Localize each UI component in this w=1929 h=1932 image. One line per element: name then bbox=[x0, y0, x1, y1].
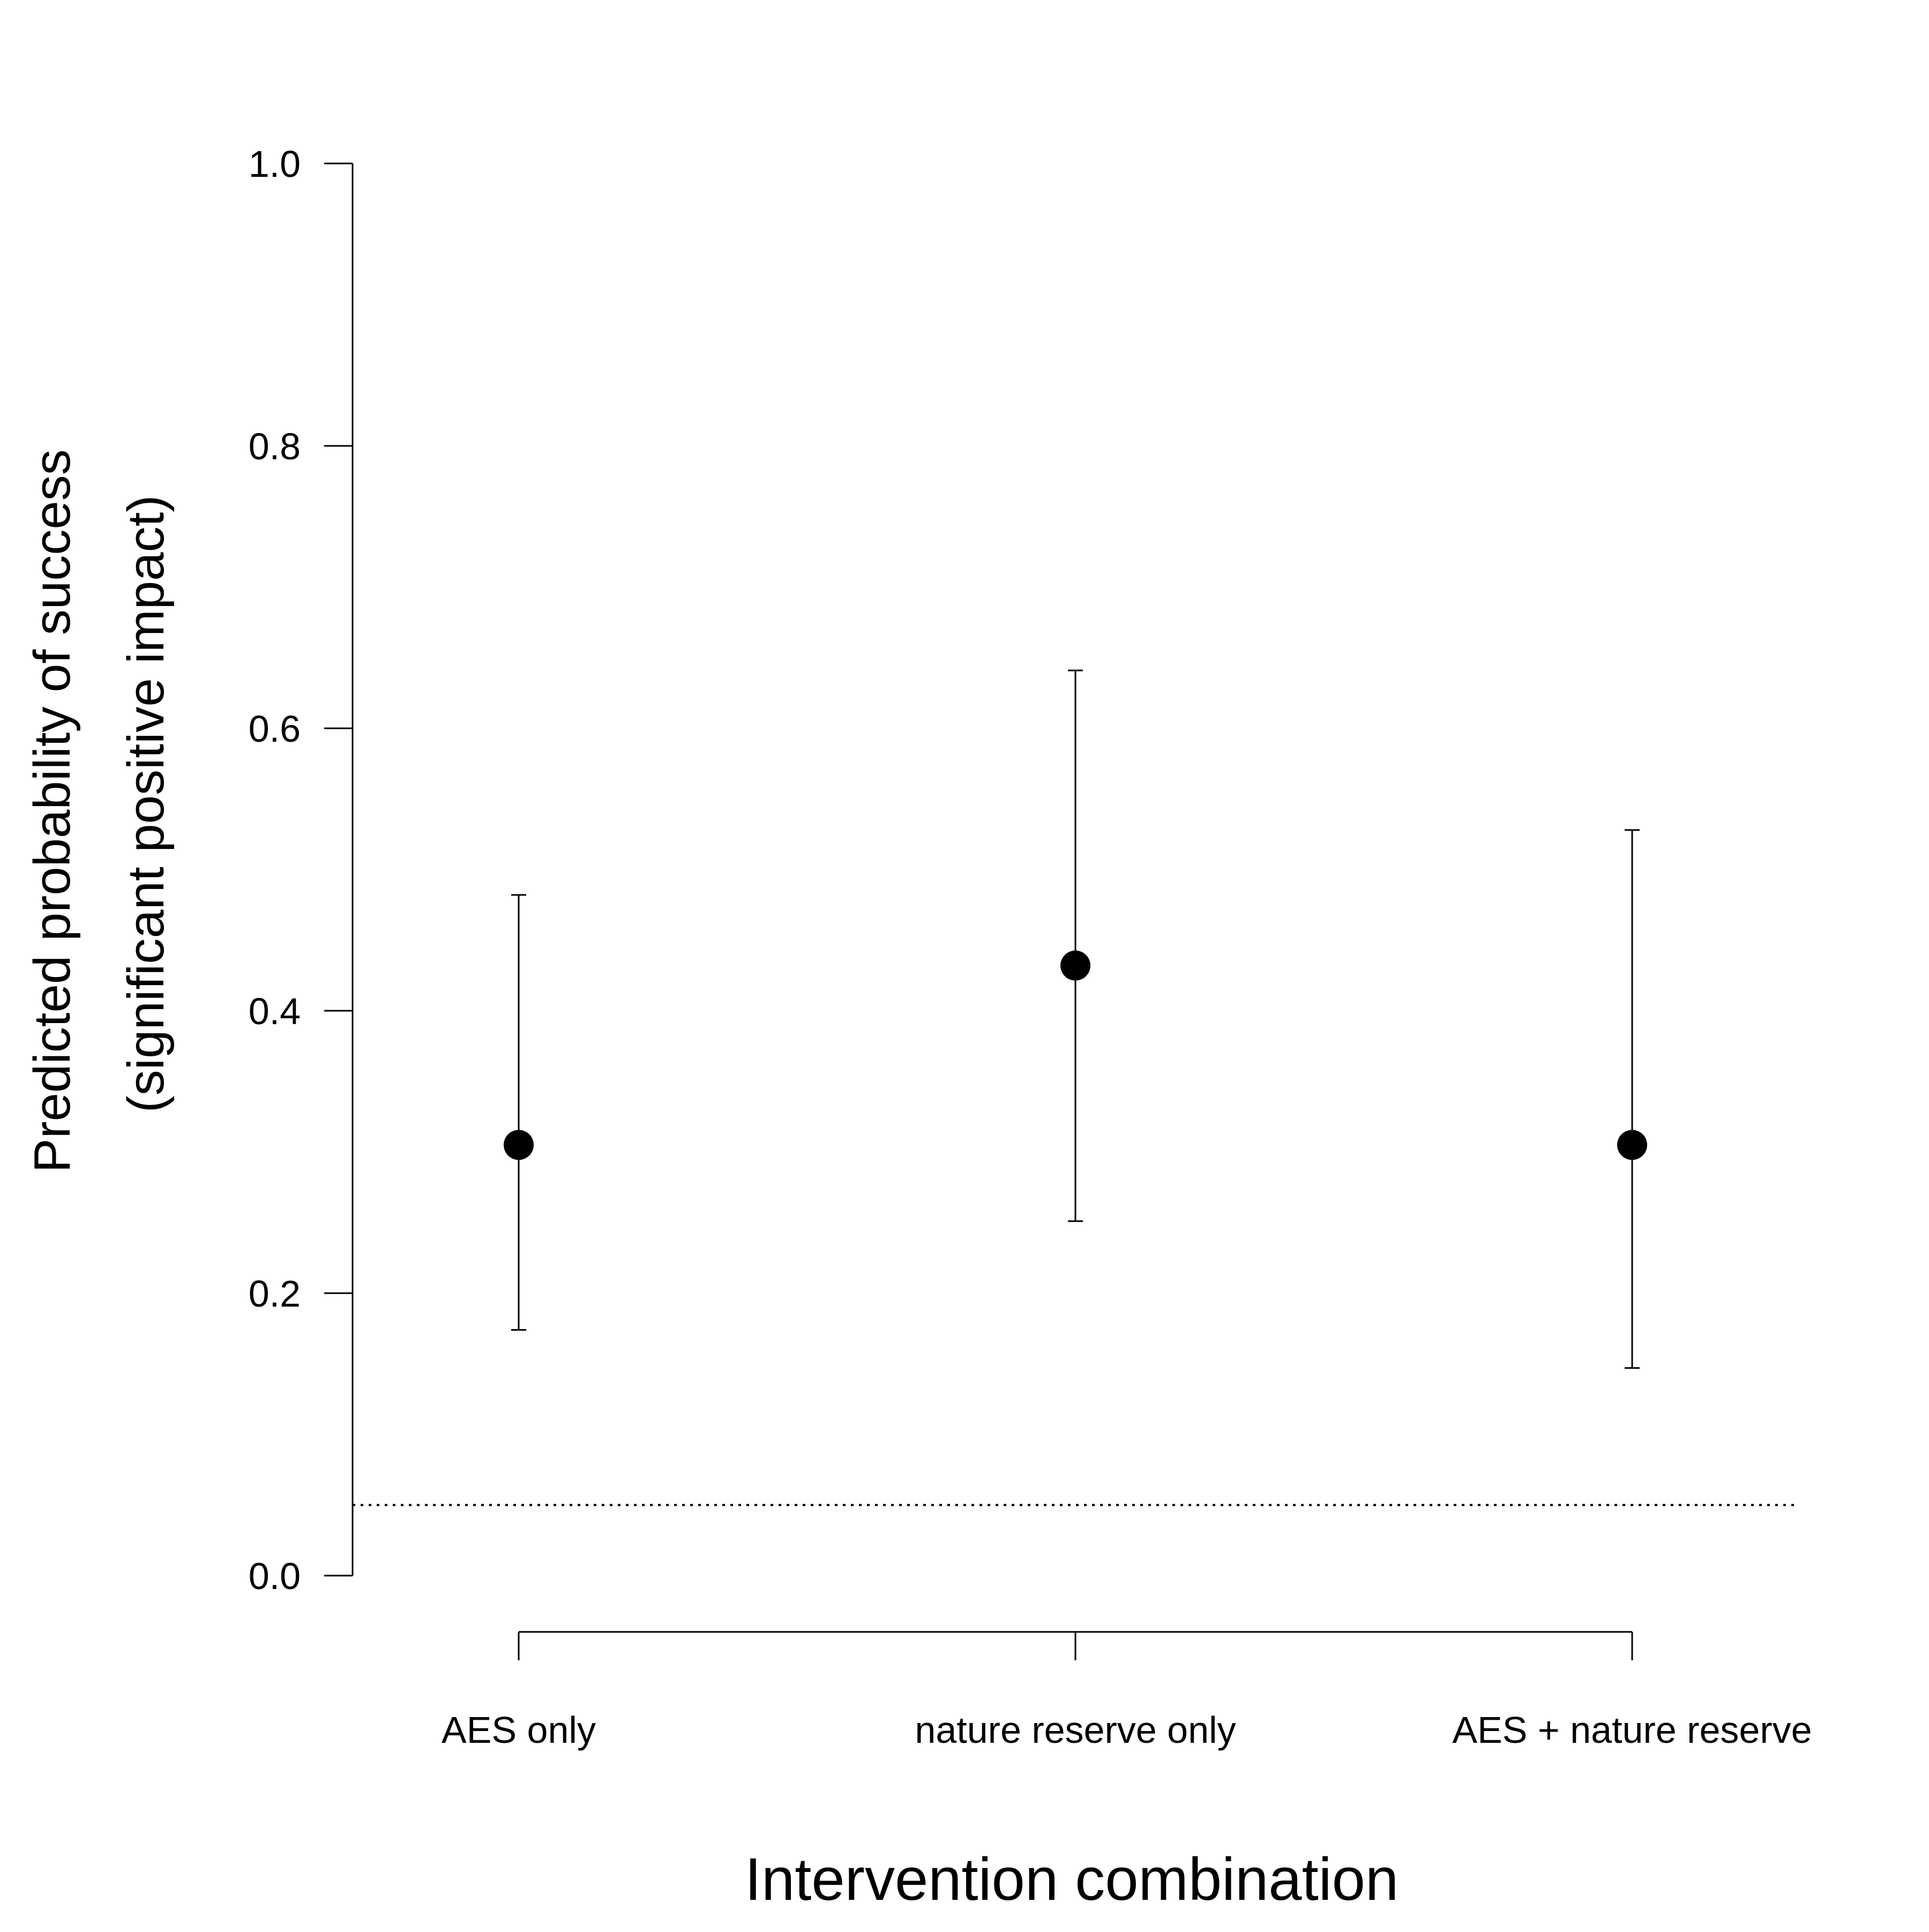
data-point bbox=[1060, 950, 1090, 981]
y-tick-label: 1.0 bbox=[249, 143, 301, 185]
y-tick-label: 0.6 bbox=[249, 708, 301, 750]
y-axis-title-line-1: Predicted probability of success bbox=[24, 449, 81, 1173]
data-point bbox=[504, 1130, 534, 1160]
y-tick-label: 0.0 bbox=[249, 1555, 301, 1597]
x-axis-title: Intervention combination bbox=[745, 1846, 1399, 1913]
y-axis-title: Predicted probability of success (signif… bbox=[24, 435, 175, 1173]
labels-layer: Intervention combination Predicted proba… bbox=[24, 435, 1399, 1913]
y-axis-title-line-2: (significant positive impact) bbox=[117, 495, 175, 1113]
axes-layer: 0.0 0.2 0.4 0.6 0.8 1.0 AES only nature reserve… bbox=[249, 143, 1812, 1751]
y-tick-label: 0.8 bbox=[249, 426, 301, 467]
y-tick-label: 0.4 bbox=[249, 990, 301, 1032]
x-tick-label: AES only bbox=[442, 1709, 596, 1751]
marks-layer bbox=[353, 669, 1798, 1506]
data-point bbox=[1617, 1130, 1647, 1160]
y-tick-label: 0.2 bbox=[249, 1273, 301, 1315]
x-tick-label: AES + nature reserve bbox=[1452, 1709, 1812, 1751]
x-tick-label: nature reserve only bbox=[915, 1709, 1236, 1751]
